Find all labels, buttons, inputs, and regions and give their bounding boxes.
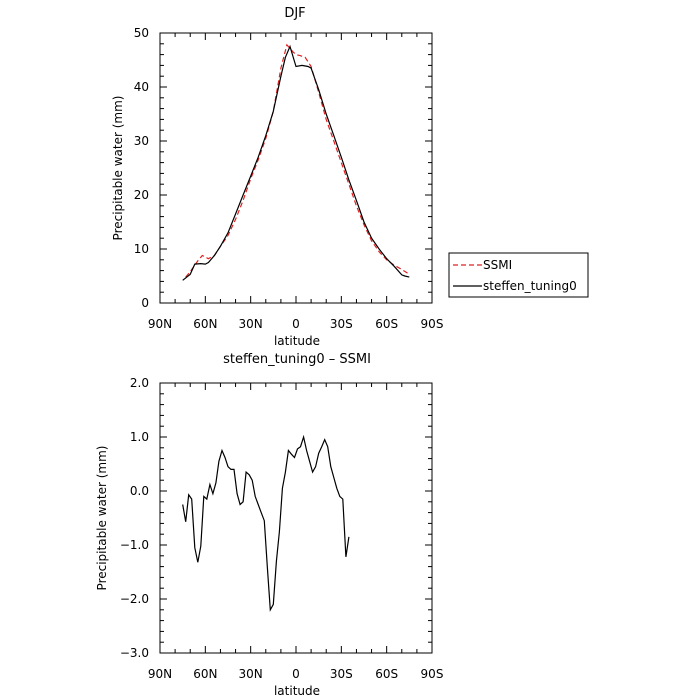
top-y-tick-label: 50	[134, 26, 149, 40]
bottom-y-tick-label: −3.0	[120, 646, 149, 660]
bottom-x-tick-label: 60N	[193, 667, 217, 681]
bottom-chart-title: steffen_tuning0 – SSMI	[223, 352, 371, 367]
top-x-axis-label: latitude	[274, 334, 320, 348]
bottom-y-tick-label: 0.0	[130, 484, 149, 498]
bottom-y-tick-label: 2.0	[130, 376, 149, 390]
top-panel: DJF 90N 60N 30N 0 30S 60S 90S 0 10 20 30 40 50 lati…	[111, 6, 443, 348]
bottom-series-lines	[182, 434, 350, 612]
top-y-tick-label: 10	[134, 242, 149, 256]
top-x-tick-label: 60N	[193, 317, 217, 331]
legend-box	[448, 252, 589, 298]
top-y-axis-label: Precipitable water (mm)	[111, 96, 125, 241]
bottom-x-tick-label: 30N	[239, 667, 263, 681]
top-x-tick-label: 60S	[375, 317, 398, 331]
top-series-lines	[182, 43, 410, 281]
legend-label-steffen-tuning0: steffen_tuning0	[483, 279, 577, 293]
top-x-tick-label: 30N	[239, 317, 263, 331]
bottom-x-tick-label: 90S	[421, 667, 444, 681]
bottom-plot-frame	[159, 382, 433, 654]
bottom-panel: steffen_tuning0 – SSMI 90N 60N 30N 0 30S 60S 9…	[95, 352, 443, 698]
bottom-y-tick-label: −1.0	[120, 538, 149, 552]
bottom-x-tick-label: 0	[292, 667, 300, 681]
bottom-x-tick-label: 30S	[330, 667, 353, 681]
top-series-line-steffen-tuning0	[182, 44, 410, 281]
bottom-x-axis-label: latitude	[274, 684, 320, 698]
top-y-tick-labels: 0 10 20 30 40 50	[134, 26, 149, 310]
top-y-tick-label: 30	[134, 134, 149, 148]
top-axis-ticks	[159, 32, 433, 304]
bottom-y-tick-labels: −3.0 −2.0 −1.0 0.0 1.0 2.0	[120, 376, 149, 660]
top-x-tick-labels: 90N 60N 30N 0 30S 60S 90S	[148, 317, 444, 331]
bottom-y-tick-label: −2.0	[120, 592, 149, 606]
bottom-x-tick-labels: 90N 60N 30N 0 30S 60S 90S	[148, 667, 444, 681]
top-series-line-ssmi	[185, 43, 409, 278]
bottom-series-line-difference	[182, 434, 350, 612]
bottom-y-axis-label: Precipitable water (mm)	[95, 446, 109, 591]
legend-label-ssmi: SSMI	[483, 258, 512, 272]
top-x-tick-label: 30S	[330, 317, 353, 331]
top-x-tick-label: 90S	[421, 317, 444, 331]
bottom-x-tick-label: 60S	[375, 667, 398, 681]
top-chart-title: DJF	[284, 6, 305, 21]
top-x-tick-label: 0	[292, 317, 300, 331]
bottom-y-tick-label: 1.0	[130, 430, 149, 444]
bottom-axis-ticks	[159, 382, 433, 654]
top-y-tick-label: 40	[134, 80, 149, 94]
bottom-x-tick-label: 90N	[148, 667, 172, 681]
top-x-tick-label: 90N	[148, 317, 172, 331]
legend: SSMI steffen_tuning0	[448, 252, 589, 298]
top-y-tick-label: 20	[134, 188, 149, 202]
top-y-tick-label: 0	[141, 296, 149, 310]
